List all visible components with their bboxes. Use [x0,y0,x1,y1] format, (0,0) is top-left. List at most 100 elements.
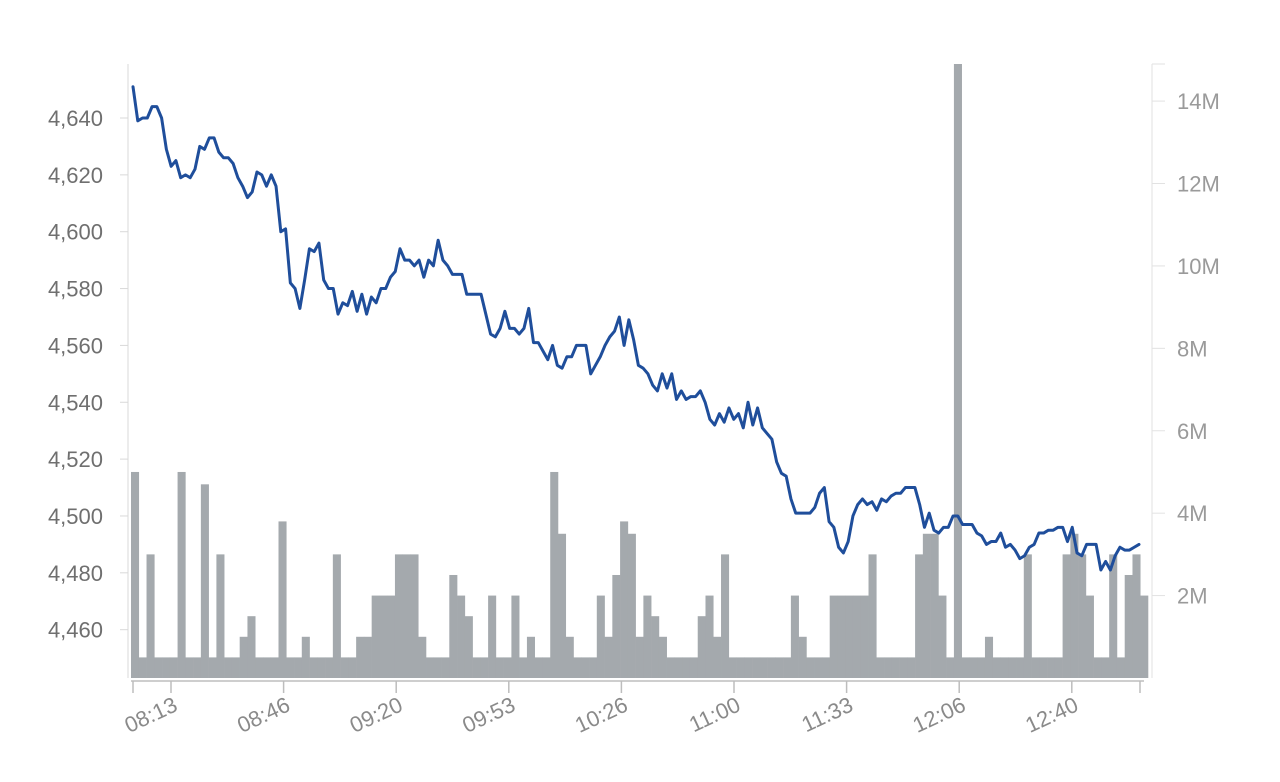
volume-bar [255,657,264,678]
volume-bar [131,471,140,678]
volume-bar [589,657,598,678]
price-line [131,85,1141,572]
x-tick-label: 09:53 [458,692,518,738]
volume-bar [930,533,939,678]
volume-bar [371,595,380,678]
volume-bar [829,595,838,678]
y-left-tick-label: 4,520 [48,447,103,472]
volume-bar [557,533,567,678]
volume-bar [325,657,334,678]
volume-bar [239,636,248,678]
volume-bar [185,657,194,678]
x-tick-label: 12:06 [909,692,969,738]
volume-bar [387,595,396,678]
volume-bar [138,657,147,678]
y-left-tick-label: 4,500 [48,504,103,529]
volume-bar [488,595,497,678]
volume-bar [216,554,225,678]
volume-bar [495,657,504,678]
volume-bar [379,595,388,678]
volume-bar [573,657,582,678]
volume-bar [783,657,792,678]
volume-bar [1140,595,1149,678]
y-left-tick-label: 4,540 [48,390,103,415]
volume-bar [992,657,1001,678]
volume-bar [666,657,675,678]
volume-bar [433,657,442,678]
volume-bar [658,636,667,678]
y-left-tick-label: 4,600 [48,220,103,245]
volume-bar [278,521,287,678]
volume-bar [596,595,605,678]
volume-bar [1116,657,1126,678]
volume-bar [526,636,535,678]
price-line-layer [131,85,1141,572]
axes [127,63,1165,682]
volume-bar [1101,657,1110,678]
volume-bar [1054,657,1063,678]
volume-bar [775,657,784,678]
volume-bar [519,657,528,678]
volume-bar [363,636,372,678]
volume-bar [806,657,815,678]
y-left-tick-label: 4,620 [48,163,103,188]
volume-bar [542,657,551,678]
x-tick-label: 08:46 [233,692,293,738]
volume-bar [348,657,357,678]
x-tick-label: 08:13 [121,692,181,738]
volume-bar [1132,554,1141,678]
volume-bar [604,636,613,678]
volume-bar [790,595,799,678]
volume-bar [860,595,869,678]
volume-bar [457,595,466,678]
x-tick-label: 09:20 [346,692,406,738]
volume-bar [1008,657,1017,678]
volume-bar [503,657,512,678]
volume-bar [441,657,450,678]
volume-bar [643,595,652,678]
volume-bar [852,595,862,678]
volume-bar [1039,657,1048,678]
volume-bar [286,657,295,678]
volume-bar [899,657,908,678]
x-tick-label: 10:26 [571,692,631,738]
volume-bar [262,657,272,678]
volume-bar [697,616,706,678]
volume-bar [922,533,931,678]
y-right-tick-label: 12M [1177,172,1220,197]
volume-bar [426,657,435,678]
volume-bar [907,657,916,678]
volume-bar [946,657,955,678]
y-right-tick-label: 4M [1177,501,1208,526]
volume-bar [674,657,683,678]
volume-bar [814,657,823,678]
volume-bar [317,657,326,678]
volume-bar [938,595,947,678]
volume-bar [464,616,473,678]
volume-bar [146,554,155,678]
volume-bar [721,554,730,678]
volume-bar [200,484,209,678]
volume-bar [581,657,590,678]
y-left-tick-label: 4,580 [48,277,103,302]
volume-bar [1085,595,1094,678]
volume-bar [224,657,233,678]
y-right-tick-label: 6M [1177,419,1208,444]
volume-bar [1016,657,1025,678]
volume-bar [759,657,768,678]
volume-bar [752,657,761,678]
volume-bar [736,657,745,678]
volume-bar [394,554,404,678]
volume-bar [270,657,279,678]
volume-bar [728,657,737,678]
y-right-tick-label: 8M [1177,336,1208,361]
volume-bar [294,657,303,678]
volume-bar [410,554,419,678]
volume-bar [565,636,574,678]
volume-bars [131,64,1149,678]
volume-bar [1000,657,1009,678]
volume-bar [884,657,893,678]
volume-bar [1093,657,1102,678]
volume-bar [162,657,171,678]
